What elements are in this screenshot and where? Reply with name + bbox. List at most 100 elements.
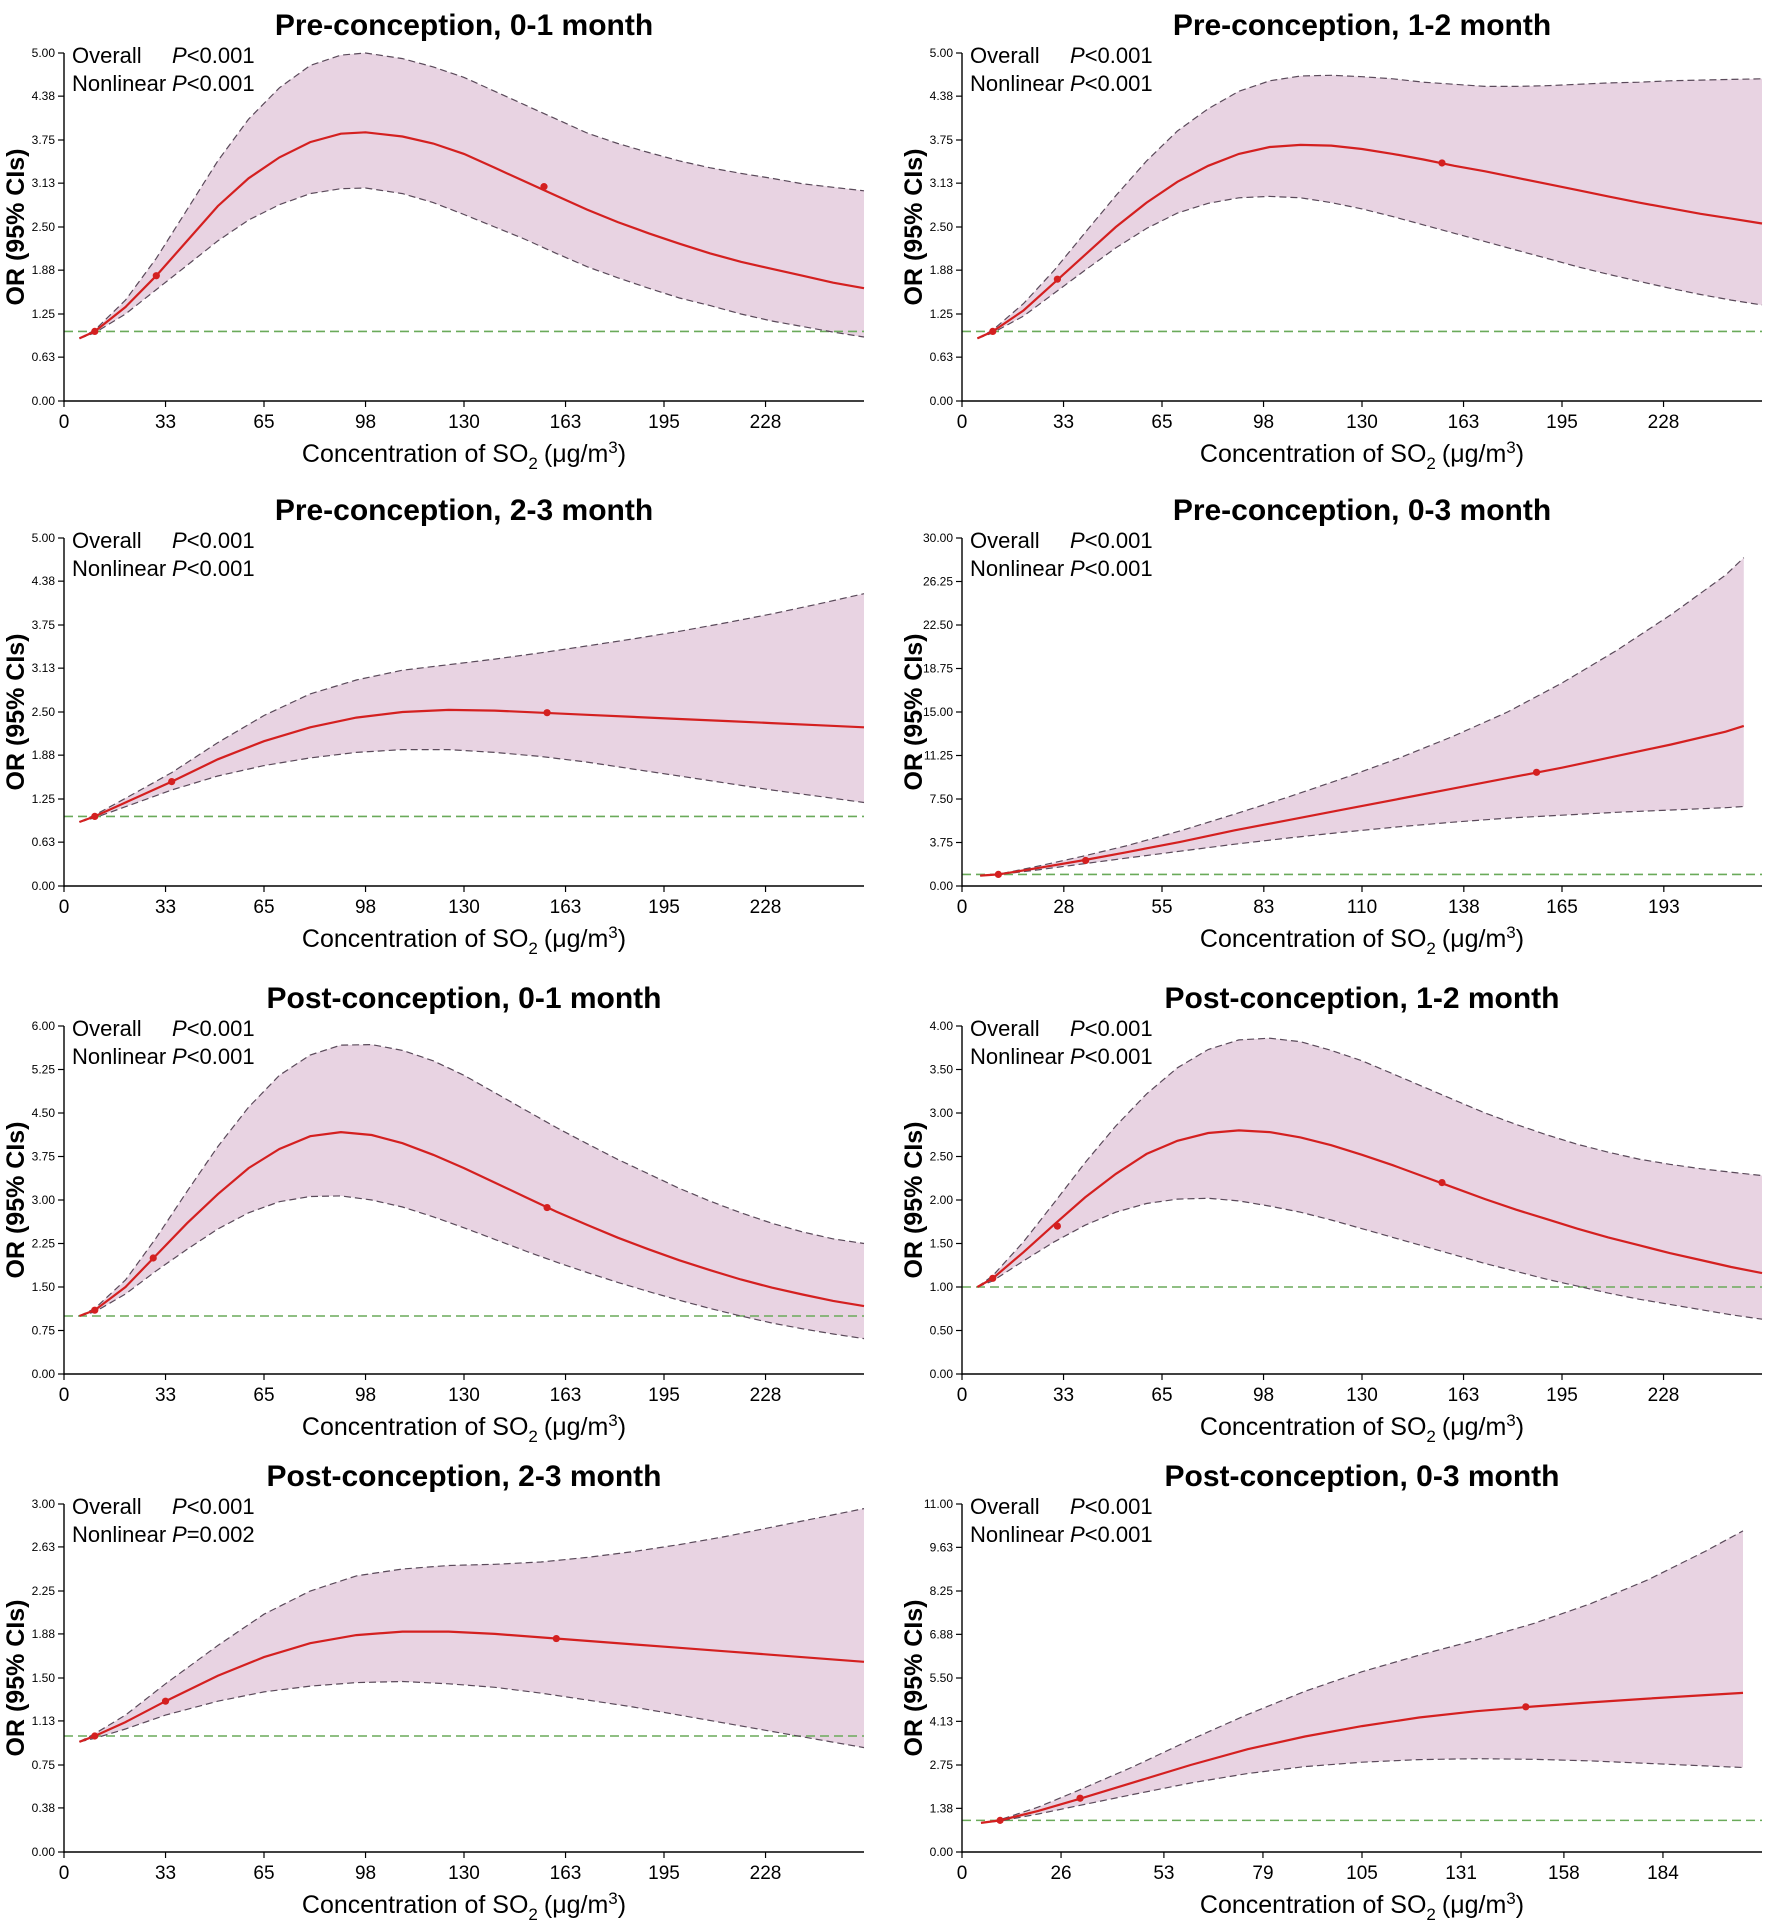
ci-lower-line: [980, 1758, 1744, 1824]
chart-panel: Post-conception, 0-3 month 0.00 1.38 2.75 4.…: [900, 1460, 1762, 1921]
x-tick-label: 163: [1448, 1385, 1480, 1406]
annotation-p-value: <0.001: [187, 71, 255, 96]
x-axis-label-part: (μg/m: [1442, 1413, 1506, 1441]
annotation-label: Overall: [970, 1016, 1040, 1041]
x-tick-label: 33: [155, 1385, 176, 1406]
x-tick-label: 163: [550, 1385, 582, 1406]
y-axis-label: OR (95% CIs): [900, 1122, 928, 1279]
y-tick-label: 3.75: [32, 133, 56, 147]
x-tick-label: 98: [1253, 412, 1274, 433]
p-value-annotation: Overall P<0.001: [72, 1016, 255, 1041]
x-tick-label: 228: [750, 897, 782, 918]
p-value-annotation: Overall P<0.001: [970, 1494, 1153, 1519]
y-axis-label: OR (95% CIs): [2, 1122, 30, 1279]
x-tick-label: 0: [957, 897, 968, 918]
y-tick-label: 15.00: [923, 705, 953, 719]
x-tick-label: 195: [648, 897, 680, 918]
y-tick-label: 1.00: [930, 1280, 954, 1294]
annotation-p-value: <0.001: [1085, 71, 1153, 96]
x-axis-label-part: (μg/m: [1442, 1891, 1506, 1919]
ci-upper-line: [980, 1530, 1744, 1824]
x-axis-label-part: Concentration of SO: [1200, 1413, 1427, 1441]
x-axis-label-part: (μg/m: [544, 1891, 608, 1919]
annotation-p-value: <0.001: [1085, 1522, 1153, 1547]
x-tick-label: 130: [448, 897, 480, 918]
p-value-annotation: Overall P<0.001: [72, 43, 255, 68]
y-tick-label: 0.00: [32, 1367, 56, 1381]
chart-title: Post-conception, 0-1 month: [266, 982, 661, 1015]
chart-panel: Pre-conception, 0-1 month 0.00 0.63 1.25 1.8…: [2, 9, 865, 473]
x-axis-label-part: ): [618, 1413, 626, 1441]
p-value-annotation: Nonlinear P<0.001: [970, 1522, 1153, 1547]
x-axis-label-part: ): [618, 440, 626, 468]
x-axis-label-part: 2: [528, 1905, 537, 1921]
p-value-annotation: Overall P<0.001: [72, 1494, 255, 1519]
x-axis-label-part: ): [618, 925, 626, 953]
y-tick-label: 3.13: [930, 176, 954, 190]
x-axis-label-part: ): [1516, 440, 1524, 468]
knot-marker: [149, 1254, 157, 1262]
knot-marker: [152, 272, 160, 280]
x-axis-label-part: Concentration of SO: [1200, 440, 1427, 468]
x-axis-label-part: ): [1516, 925, 1524, 953]
x-axis-label-part: 2: [1426, 454, 1435, 473]
y-tick-label: 1.50: [32, 1671, 56, 1685]
x-tick-label: 65: [1151, 412, 1172, 433]
y-axis-label: OR (95% CIs): [2, 1600, 30, 1757]
x-axis-label-part: 2: [528, 939, 537, 958]
chart-title: Pre-conception, 2-3 month: [275, 494, 653, 527]
ci-band: [977, 1038, 1762, 1320]
x-tick-label: 195: [648, 412, 680, 433]
x-tick-label: 130: [448, 1863, 480, 1884]
y-tick-label: 3.00: [930, 1106, 954, 1120]
ci-band: [79, 53, 864, 339]
x-tick-label: 65: [253, 412, 274, 433]
x-axis-label: Concentration of SO2 (μg/m3): [302, 438, 626, 473]
x-tick-label: 228: [1648, 412, 1680, 433]
knot-marker: [994, 870, 1002, 879]
ci-upper-line: [79, 593, 865, 823]
annotation-label: Overall: [970, 43, 1040, 68]
p-value-annotation: Overall P<0.001: [72, 528, 255, 553]
x-tick-label: 0: [59, 1863, 70, 1884]
x-axis-label-part: 3: [608, 923, 617, 942]
y-tick-label: 4.38: [32, 574, 56, 588]
x-axis-label: Concentration of SO2 (μg/m3): [1200, 1411, 1524, 1446]
annotation-label: Overall: [72, 1494, 142, 1519]
p-value-annotation: Nonlinear P<0.001: [970, 71, 1153, 96]
y-tick-label: 9.63: [930, 1540, 954, 1554]
y-axis-label: OR (95% CIs): [2, 634, 30, 791]
annotation-p-value: <0.001: [1085, 1044, 1153, 1069]
y-tick-label: 1.13: [32, 1714, 56, 1728]
annotation-p-value: <0.001: [187, 1044, 255, 1069]
x-tick-label: 98: [355, 1385, 376, 1406]
x-tick-label: 195: [1546, 1385, 1578, 1406]
x-axis-label-part: Concentration of SO: [302, 440, 529, 468]
x-axis-label-part: Concentration of SO: [302, 1891, 529, 1919]
y-axis-label: OR (95% CIs): [900, 1600, 928, 1757]
y-tick-label: 1.50: [32, 1280, 56, 1294]
knot-marker: [1076, 1794, 1084, 1802]
y-tick-label: 0.00: [930, 394, 954, 408]
x-axis-label-part: 3: [608, 1889, 617, 1908]
annotation-p-letter: P: [1070, 528, 1085, 553]
knot-marker: [161, 1697, 170, 1705]
x-tick-label: 33: [155, 897, 176, 918]
knot-marker: [91, 1732, 99, 1740]
y-tick-label: 0.63: [32, 835, 56, 849]
y-tick-label: 0.00: [32, 394, 56, 408]
p-value-annotation: Nonlinear P<0.001: [72, 556, 255, 581]
x-axis-label-part: 3: [608, 1411, 617, 1430]
x-axis-label-part: 3: [1506, 923, 1515, 942]
or-line: [976, 1129, 1763, 1288]
x-tick-label: 131: [1445, 1863, 1477, 1884]
x-tick-label: 98: [355, 1863, 376, 1884]
annotation-label: Nonlinear: [970, 1044, 1064, 1069]
or-line: [78, 131, 865, 340]
ci-band: [977, 75, 1762, 339]
y-tick-label: 4.38: [32, 89, 56, 103]
chart-panel: Pre-conception, 2-3 month 0.00 0.63 1.25 1.8…: [2, 494, 865, 958]
annotation-p-letter: P: [1070, 71, 1085, 96]
